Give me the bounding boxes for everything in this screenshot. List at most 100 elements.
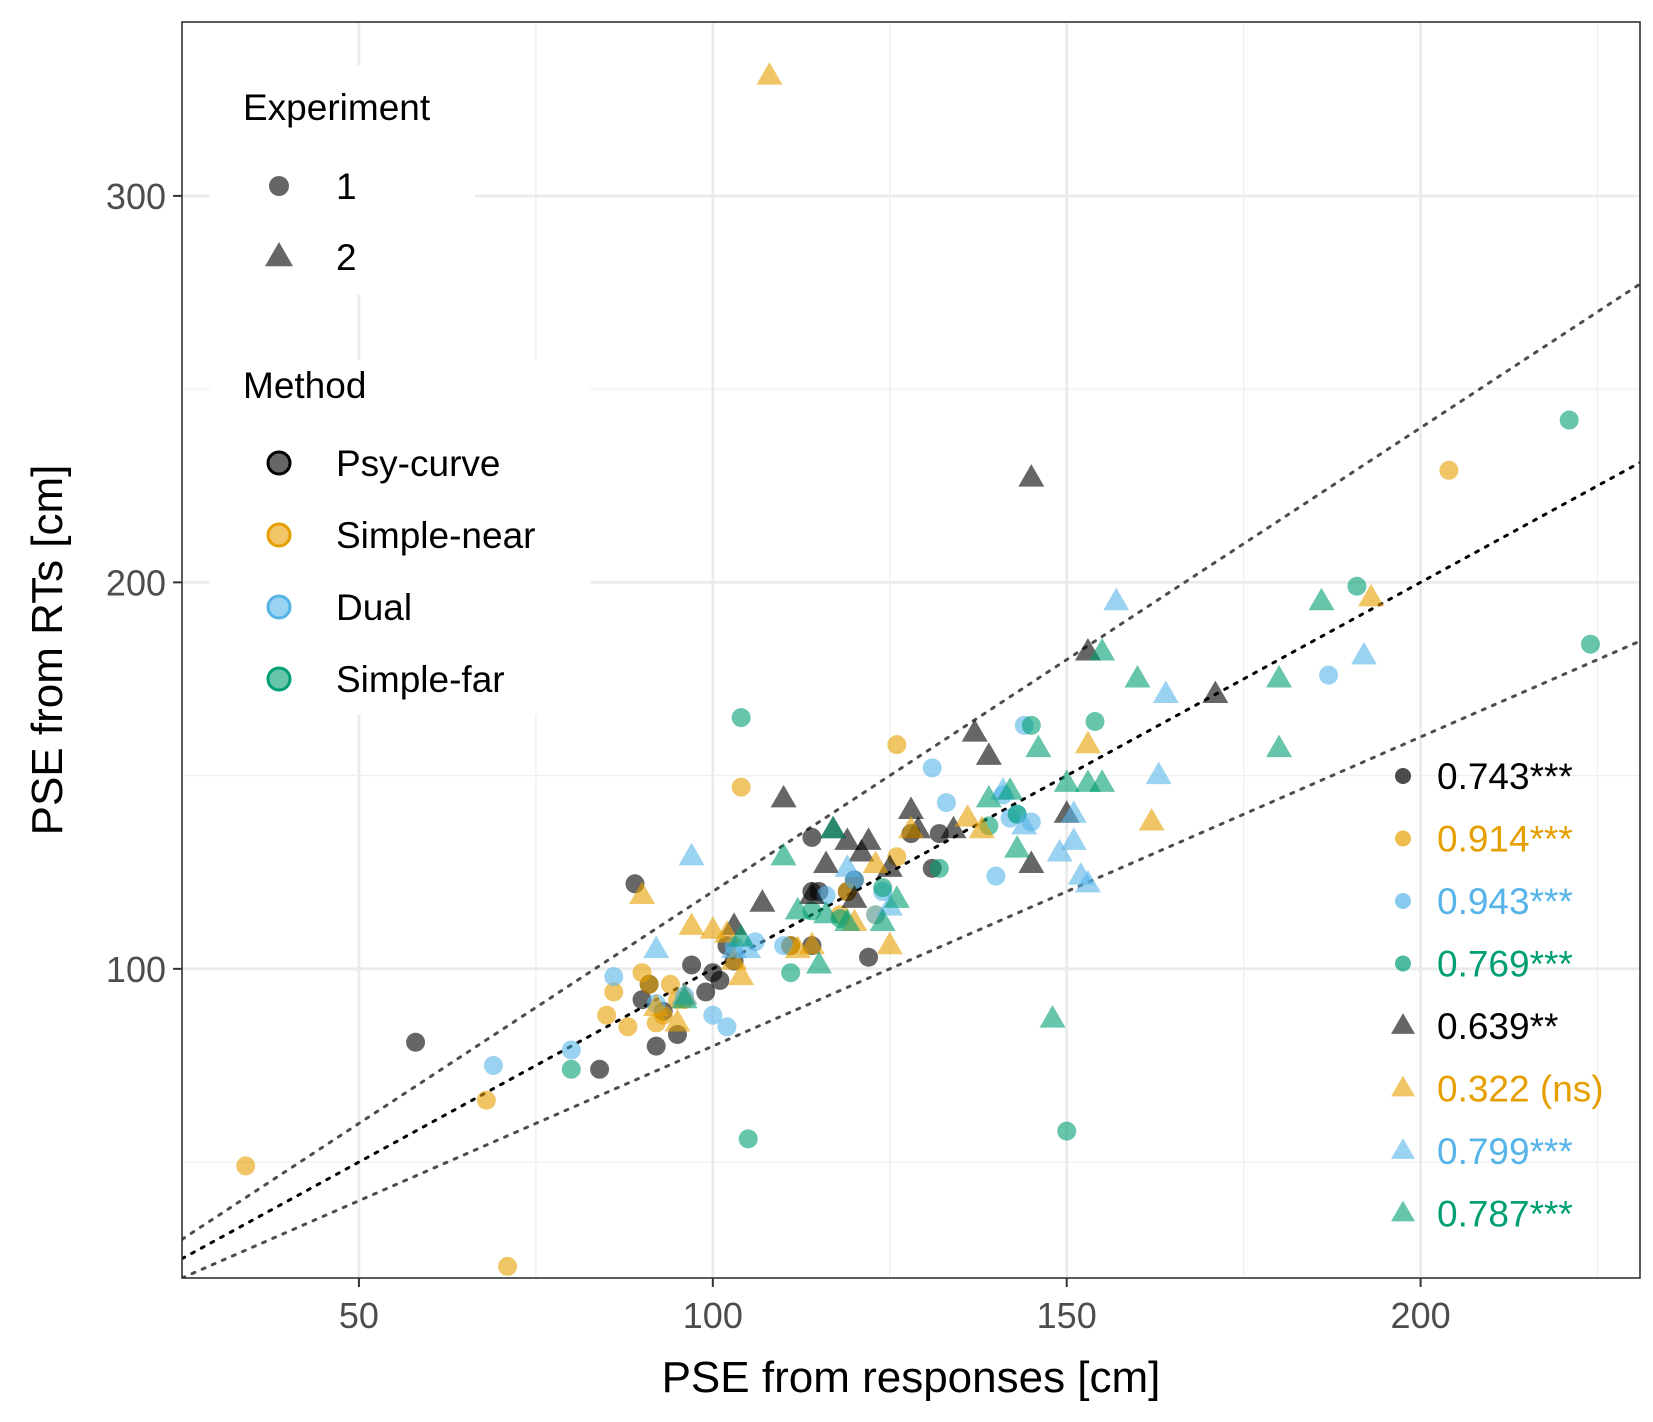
data-point-circle [406,1032,426,1052]
data-point-triangle [805,951,832,974]
data-point-circle [1580,634,1600,654]
data-point-circle [731,777,751,797]
data-point-circle [929,824,949,844]
data-point-triangle [813,850,840,874]
legend-key-triangle [265,241,293,267]
reference-lines [182,282,1640,1278]
data-point-triangle [1138,808,1165,831]
data-point-triangle [728,923,755,947]
correlation-key-circle [1395,768,1411,784]
data-point-circle [639,974,659,994]
data-point-circle [802,827,822,847]
data-point-circle [561,1040,581,1060]
data-point-triangle [834,827,861,850]
data-point-triangle [940,815,967,839]
correlation-key-triangle [1391,1013,1415,1034]
y-axis-title: PSE from RTs [cm] [23,465,72,836]
data-point-circle [590,1059,610,1079]
data-point-triangle [1266,665,1293,688]
data-point-triangle [975,784,1002,808]
data-point-triangle [756,62,783,85]
data-point-circle [781,963,801,983]
data-point-triangle [862,850,889,874]
data-point-circle [1021,715,1041,735]
data-point-circle [682,955,702,975]
data-point-triangle [975,742,1002,765]
data-point-circle [696,982,716,1002]
legend-key-method [266,666,292,692]
legend-method-label: Simple-far [336,659,505,700]
legend: Experiment 1 2 Method Psy-curve Simple-near Du… [210,65,590,715]
data-point-circle [936,793,956,813]
data-point-triangle [643,993,670,1017]
reference-line-1 [182,282,1640,1241]
legend-method-label: Simple-near [336,515,535,556]
data-point-circle [1057,1121,1077,1141]
data-point-triangle [1358,583,1385,607]
data-point-triangle [820,815,847,839]
data-point-circle [703,1005,723,1025]
data-point-circle [774,936,794,956]
data-point-circle [597,1005,617,1025]
correlation-label: 0.787*** [1437,1194,1573,1235]
data-point-circle [929,858,949,878]
data-point-triangle [1025,734,1052,758]
data-point-triangle [968,815,995,839]
y-tick-label: 100 [106,949,166,990]
correlation-key-circle [1395,830,1411,847]
data-point-triangle [834,854,861,877]
data-point-triangle [813,900,840,924]
data-point-triangle [1202,680,1229,703]
legend-experiment-title: Experiment [243,87,431,128]
data-point-triangle [798,931,825,955]
data-point-triangle [1124,665,1151,688]
data-point-circle [604,967,624,987]
data-point-triangle [954,804,981,827]
data-point-circle [1559,410,1579,430]
x-axis-title: PSE from responses [cm] [662,1353,1161,1402]
correlation-labels: 0.743*** 0.914*** 0.943*** 0.769*** 0.639** 0… [1391,756,1604,1235]
reference-line-0 [182,461,1640,1261]
data-point-triangle [735,935,762,959]
correlation-label: 0.799*** [1437,1131,1573,1172]
data-point-triangle [1145,761,1172,785]
data-point-triangle [1350,641,1377,665]
data-point-circle [922,758,942,778]
data-point-triangle [1266,734,1293,758]
data-point-triangle [855,827,882,850]
correlation-label: 0.943*** [1437,881,1573,922]
data-point-circle [717,1017,737,1037]
correlation-key-triangle [1391,1200,1415,1222]
data-point-triangle [848,838,875,862]
data-point-circle [1085,711,1105,731]
data-point-triangle [1046,838,1073,862]
data-point-triangle [834,908,861,932]
data-point-circle [710,970,730,990]
data-point-circle [1319,665,1339,685]
data-point-circle [1439,460,1459,480]
reference-line-2 [182,639,1640,1278]
data-point-triangle [997,777,1024,800]
data-point-triangle [770,842,797,866]
data-point-circle [986,866,1006,886]
data-point-triangle [1004,835,1031,858]
correlation-key-circle [1395,955,1411,972]
correlation-key-circle [1395,893,1411,909]
data-point-circle [859,947,879,967]
data-point-triangle [1018,850,1045,874]
correlation-label: 0.743*** [1437,756,1573,797]
legend-experiment-box [210,65,475,295]
data-point-triangle [678,842,705,866]
data-point-triangle [841,885,868,908]
data-point-triangle [629,881,656,904]
x-tick-label: 150 [1037,1295,1097,1336]
data-point-triangle [664,1008,691,1032]
data-point-triangle [699,916,726,939]
data-point-circle [873,878,893,898]
y-tick-label: 300 [106,176,166,217]
legend-key-method [266,450,292,476]
data-point-triangle [1308,587,1335,611]
data-point-triangle [784,896,811,920]
data-point-triangle [883,885,910,908]
